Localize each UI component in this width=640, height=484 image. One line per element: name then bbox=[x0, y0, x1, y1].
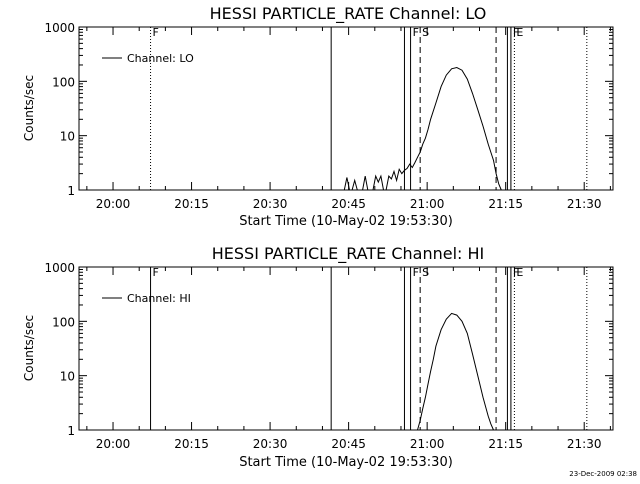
legend: Channel: HI bbox=[102, 292, 191, 305]
event-markers: F F S FE bbox=[150, 266, 588, 430]
event-marker-label: E bbox=[516, 266, 523, 279]
axis-ticks bbox=[79, 266, 613, 431]
plot-frame bbox=[78, 26, 614, 191]
y-tick-label: 1000 bbox=[44, 261, 75, 275]
chart-panel-lo: HESSI PARTICLE_RATE Channel: LO F F S FE 20… bbox=[22, 4, 614, 229]
x-tick-label: 21:30 bbox=[567, 437, 602, 451]
legend-entry: Channel: LO bbox=[127, 52, 194, 65]
tick-labels: 20:00 20:15 20:30 20:45 21:00 21:15 21:30 1 10 10… bbox=[44, 21, 601, 211]
event-markers: F F S FE bbox=[150, 26, 588, 190]
y-tick-label: 1000 bbox=[44, 21, 75, 35]
chart-title: HESSI PARTICLE_RATE Channel: HI bbox=[212, 244, 485, 264]
x-tick-label: 20:00 bbox=[96, 437, 131, 451]
x-tick-label: 20:45 bbox=[331, 437, 366, 451]
x-tick-label: 21:00 bbox=[410, 197, 445, 211]
event-marker-label: F bbox=[413, 26, 419, 39]
y-axis-label: Counts/sec bbox=[22, 315, 36, 381]
x-tick-label: 21:15 bbox=[488, 437, 523, 451]
x-tick-label: 20:15 bbox=[174, 437, 209, 451]
series-layer bbox=[417, 312, 494, 431]
x-tick-label: 20:30 bbox=[253, 197, 288, 211]
y-tick-label: 100 bbox=[52, 75, 75, 89]
series-line bbox=[343, 66, 502, 191]
legend: Channel: LO bbox=[102, 52, 194, 65]
event-marker-label: F bbox=[413, 266, 419, 279]
y-axis-label: Counts/sec bbox=[22, 75, 36, 141]
axis-ticks bbox=[79, 26, 613, 191]
series-layer bbox=[343, 66, 502, 191]
y-tick-label: 10 bbox=[60, 370, 75, 384]
y-tick-label: 1 bbox=[67, 184, 75, 198]
plot-frame bbox=[78, 266, 614, 431]
x-axis-label: Start Time (10-May-02 19:53:30) bbox=[239, 214, 453, 229]
x-tick-label: 20:00 bbox=[96, 197, 131, 211]
x-tick-label: 20:15 bbox=[174, 197, 209, 211]
chart-title: HESSI PARTICLE_RATE Channel: LO bbox=[210, 4, 487, 24]
chart-panel-hi: HESSI PARTICLE_RATE Channel: HI F F S FE 20… bbox=[22, 244, 614, 470]
y-tick-label: 100 bbox=[52, 315, 75, 329]
event-marker-label: S bbox=[422, 266, 429, 279]
event-marker-label: F bbox=[153, 266, 159, 279]
footer-timestamp: 23-Dec-2009 02:38 bbox=[569, 470, 637, 478]
x-tick-label: 21:15 bbox=[488, 197, 523, 211]
y-tick-label: 10 bbox=[60, 130, 75, 144]
event-marker-label: E bbox=[516, 26, 523, 39]
event-marker-label: F bbox=[513, 266, 519, 279]
tick-labels: 20:00 20:15 20:30 20:45 21:00 21:15 21:30 1 10 10… bbox=[44, 261, 601, 451]
legend-entry: Channel: HI bbox=[127, 292, 191, 305]
x-axis-label: Start Time (10-May-02 19:53:30) bbox=[239, 455, 453, 470]
x-tick-label: 20:30 bbox=[253, 437, 288, 451]
y-tick-label: 1 bbox=[67, 424, 75, 438]
x-tick-label: 21:00 bbox=[410, 437, 445, 451]
x-tick-label: 21:30 bbox=[567, 197, 602, 211]
event-marker-label: F bbox=[153, 26, 159, 39]
event-marker-label: S bbox=[422, 26, 429, 39]
event-marker-label: F bbox=[513, 26, 519, 39]
series-line bbox=[417, 312, 494, 431]
x-tick-label: 20:45 bbox=[331, 197, 366, 211]
